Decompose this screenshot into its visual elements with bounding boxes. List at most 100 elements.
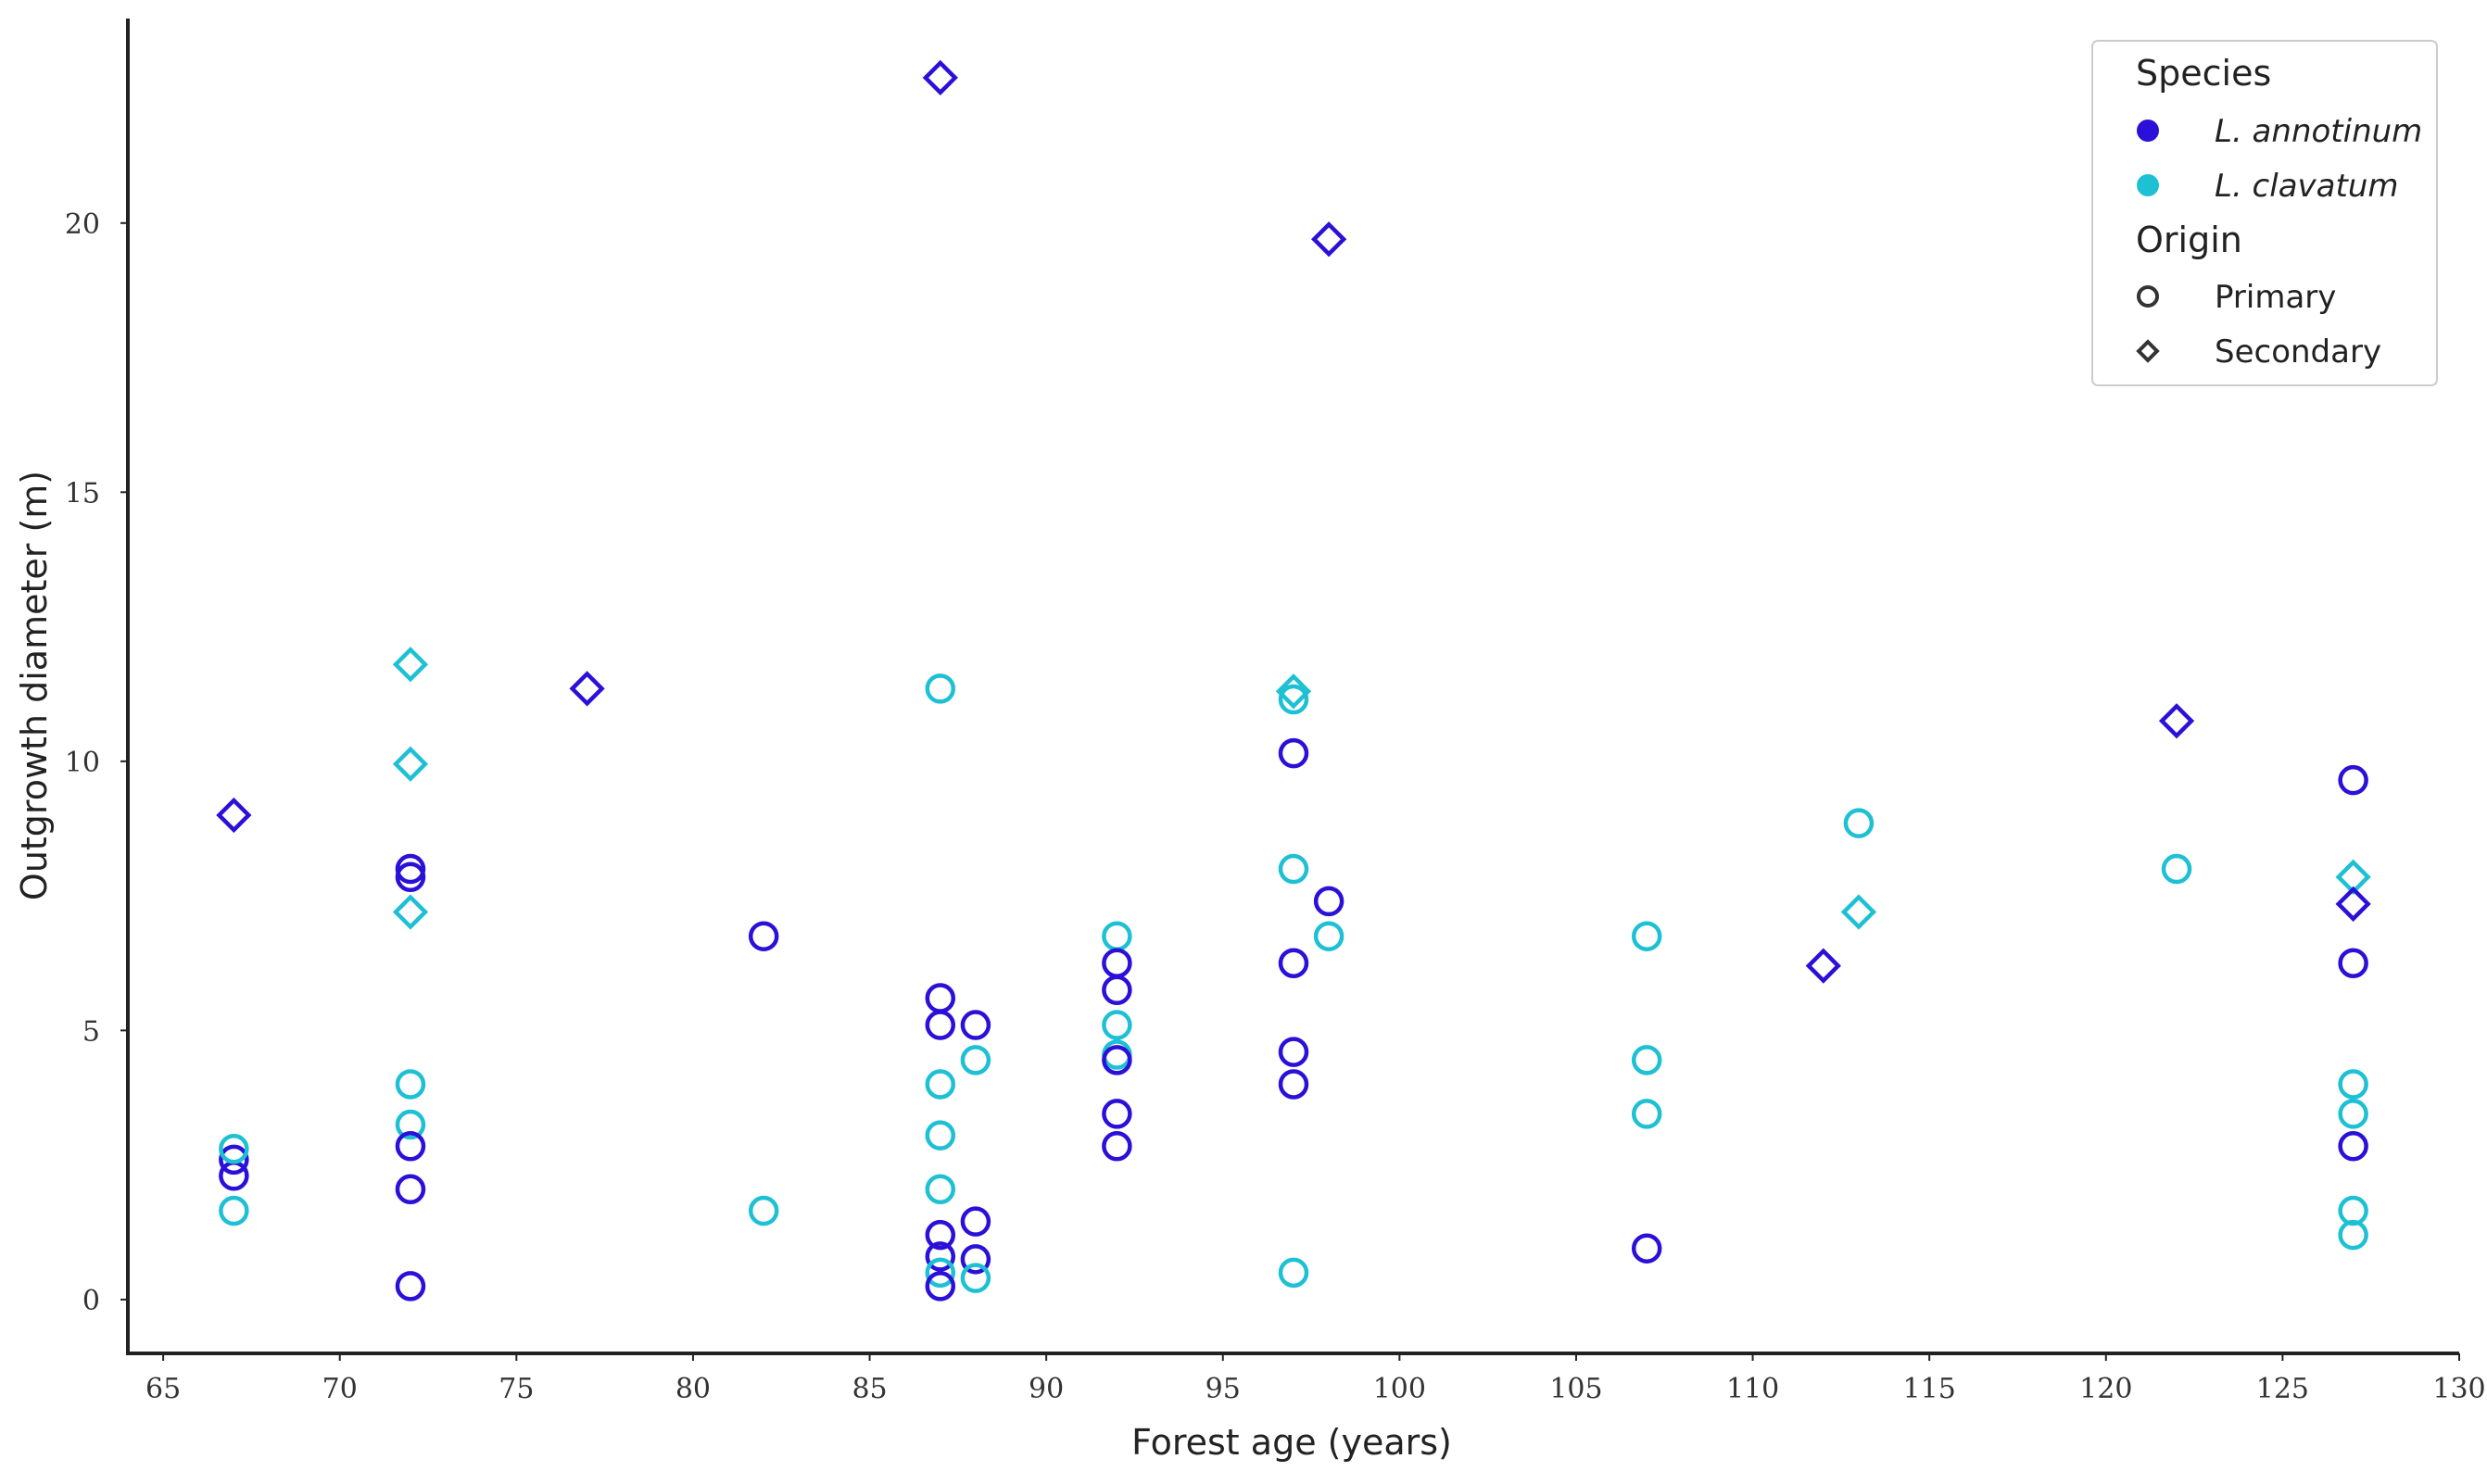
x-tick-label: 110 (1726, 1373, 1779, 1405)
data-point-annotinum-secondary (922, 59, 958, 96)
legend-marker-clavatum (2137, 174, 2159, 196)
data-point-clavatum-primary (395, 1109, 426, 1140)
legend-label-clavatum: L. clavatum (2215, 168, 2399, 205)
data-point-annotinum-primary (1278, 737, 1309, 769)
data-point-clavatum-primary (219, 1195, 249, 1226)
data-point-clavatum-primary (2338, 1219, 2368, 1251)
legend-species-title: Species (2136, 53, 2271, 94)
data-point-clavatum-secondary (1275, 673, 1312, 710)
data-point-annotinum-primary (1102, 975, 1132, 1006)
legend-marker-annotinum (2137, 119, 2159, 142)
data-point-clavatum-secondary (392, 746, 429, 782)
data-point-annotinum-primary (395, 861, 426, 893)
data-point-annotinum-primary (2338, 948, 2368, 978)
x-tick-label: 75 (499, 1373, 534, 1405)
x-tick-label: 95 (1206, 1373, 1241, 1405)
data-point-annotinum-primary (1313, 886, 1344, 917)
data-point-clavatum-primary (1278, 1257, 1309, 1289)
legend-label-primary: Primary (2215, 279, 2336, 316)
data-point-annotinum-primary (1102, 948, 1132, 978)
data-point-annotinum-primary (395, 853, 426, 885)
x-tick-label: 115 (1903, 1373, 1956, 1405)
data-point-clavatum-primary (925, 1257, 956, 1289)
data-point-annotinum-primary (925, 1219, 956, 1251)
x-tick-label: 85 (852, 1373, 887, 1405)
x-tick-label: 65 (145, 1373, 181, 1405)
data-point-annotinum-secondary (2335, 886, 2371, 922)
data-point-clavatum-primary (1102, 921, 1132, 951)
data-point-annotinum-primary (925, 983, 956, 1013)
data-point-annotinum-primary (925, 1271, 956, 1302)
legend-marker-secondary (2136, 339, 2160, 363)
data-point-annotinum-primary (1102, 1045, 1132, 1075)
x-tick-label: 90 (1029, 1373, 1064, 1405)
x-tick-label: 70 (322, 1373, 358, 1405)
y-tick-label: 15 (65, 477, 100, 509)
data-point-annotinum-primary (219, 1144, 249, 1176)
data-point-annotinum-primary (960, 1244, 991, 1275)
data-point-annotinum-primary (1278, 1037, 1309, 1067)
data-point-annotinum-primary (1278, 948, 1309, 978)
data-point-annotinum-secondary (1805, 948, 1841, 984)
data-points (216, 59, 2371, 1302)
data-point-clavatum-primary (960, 1263, 991, 1293)
data-point-annotinum-primary (748, 921, 779, 951)
data-point-clavatum-primary (1278, 853, 1309, 885)
data-point-clavatum-secondary (1840, 894, 1877, 930)
x-tick-label: 120 (2079, 1373, 2132, 1405)
data-point-clavatum-secondary (392, 894, 429, 930)
data-point-annotinum-primary (925, 1010, 956, 1040)
data-point-annotinum-primary (395, 1271, 426, 1302)
x-tick-label: 100 (1373, 1373, 1426, 1405)
data-point-annotinum-primary (1278, 1069, 1309, 1100)
data-point-clavatum-primary (1631, 1099, 1662, 1129)
data-point-clavatum-primary (1313, 921, 1344, 951)
data-point-annotinum-primary (1102, 1131, 1132, 1162)
data-point-annotinum-primary (960, 1010, 991, 1040)
y-axis-ticks: 0 5 10 15 20 (65, 208, 128, 1317)
data-point-annotinum-secondary (216, 797, 252, 834)
data-point-annotinum-primary (395, 1174, 426, 1205)
data-point-annotinum-primary (960, 1206, 991, 1237)
legend-label-annotinum: L. annotinum (2215, 113, 2422, 150)
x-axis-ticks: 65 70 75 80 85 90 95 100 105 110 115 120 125 130 (145, 1353, 2486, 1405)
y-axis-label: Outgrowth diameter (m) (14, 471, 55, 900)
data-point-annotinum-primary (925, 1241, 956, 1272)
data-point-clavatum-primary (748, 1195, 779, 1226)
data-point-annotinum-secondary (2158, 703, 2195, 739)
data-point-clavatum-primary (925, 1174, 956, 1205)
x-tick-label: 80 (675, 1373, 711, 1405)
data-point-annotinum-primary (395, 1131, 426, 1162)
data-point-annotinum-secondary (569, 671, 605, 707)
data-point-clavatum-primary (1631, 921, 1662, 951)
data-point-annotinum-primary (1102, 1099, 1132, 1129)
data-point-clavatum-primary (219, 1133, 249, 1164)
x-tick-label: 130 (2432, 1373, 2485, 1405)
y-tick-label: 0 (82, 1285, 100, 1317)
y-tick-label: 20 (65, 208, 100, 241)
data-point-clavatum-primary (925, 1120, 956, 1151)
x-axis-label: Forest age (years) (1131, 1422, 1452, 1463)
data-point-clavatum-primary (2338, 1099, 2368, 1129)
data-point-annotinum-primary (1631, 1233, 1662, 1264)
legend-marker-primary (2137, 285, 2159, 308)
x-tick-label: 105 (1549, 1373, 1602, 1405)
data-point-clavatum-primary (925, 1069, 956, 1100)
data-point-annotinum-primary (2338, 764, 2368, 796)
data-point-clavatum-primary (1631, 1045, 1662, 1075)
data-point-clavatum-primary (925, 673, 956, 704)
data-point-annotinum-secondary (1310, 221, 1347, 258)
data-point-clavatum-secondary (392, 647, 429, 683)
data-point-clavatum-primary (395, 1069, 426, 1100)
data-point-clavatum-primary (960, 1045, 991, 1075)
data-point-clavatum-primary (2161, 853, 2192, 885)
data-point-clavatum-primary (1843, 808, 1875, 838)
data-point-clavatum-primary (2338, 1195, 2368, 1226)
legend-label-secondary: Secondary (2215, 333, 2381, 371)
x-tick-label: 125 (2256, 1373, 2309, 1405)
legend: Species L. annotinum L. clavatum Origin … (2091, 40, 2438, 386)
data-point-clavatum-primary (1278, 684, 1309, 715)
data-point-annotinum-primary (2338, 1131, 2368, 1162)
data-point-clavatum-primary (1102, 1010, 1132, 1040)
